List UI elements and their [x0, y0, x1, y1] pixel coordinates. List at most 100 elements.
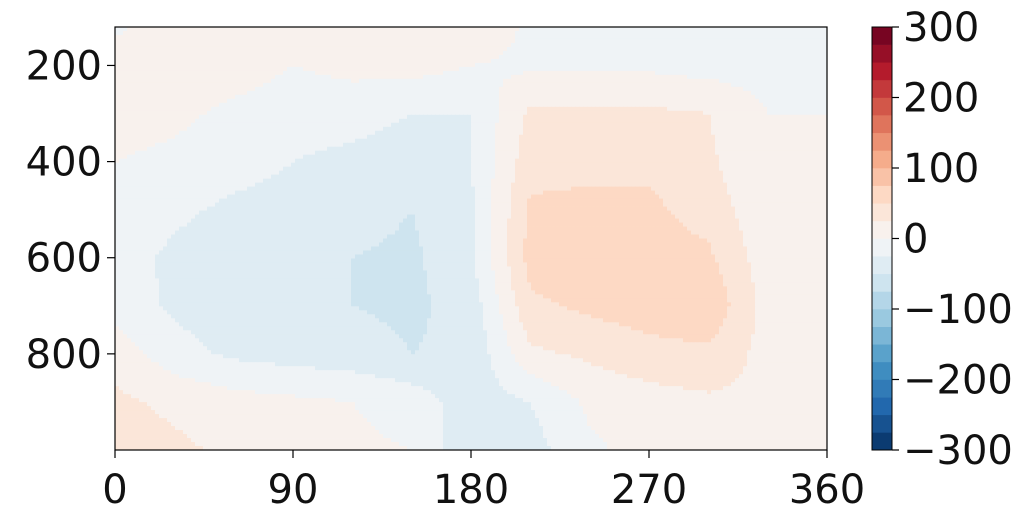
- heatmap-cell: [755, 54, 760, 60]
- heatmap-cell: [703, 86, 708, 92]
- heatmap-cell: [391, 82, 396, 88]
- heatmap-cell: [191, 130, 196, 136]
- heatmap-cell: [575, 110, 580, 116]
- heatmap-cell: [539, 66, 544, 72]
- heatmap-cell: [699, 66, 704, 72]
- heatmap-cell: [695, 130, 700, 136]
- heatmap-cell: [287, 70, 292, 76]
- heatmap-cell: [643, 50, 648, 56]
- heatmap-cell: [475, 118, 480, 124]
- heatmap-cell: [715, 70, 720, 76]
- heatmap-cell: [187, 34, 192, 40]
- heatmap-cell: [487, 42, 492, 48]
- heatmap-cell: [283, 42, 288, 48]
- heatmap-cell: [583, 134, 588, 140]
- heatmap-cell: [323, 74, 328, 80]
- heatmap-cell: [275, 74, 280, 80]
- heatmap-cell: [527, 90, 532, 96]
- heatmap-cell: [375, 130, 380, 136]
- heatmap-cell: [267, 134, 272, 140]
- heatmap-cell: [763, 98, 768, 104]
- heatmap-cell: [743, 27, 748, 32]
- heatmap-cell: [775, 66, 780, 72]
- heatmap-cell: [711, 42, 716, 48]
- heatmap-cell: [663, 74, 668, 80]
- heatmap-cell: [459, 114, 464, 120]
- heatmap-cell: [587, 98, 592, 104]
- heatmap-cell: [627, 102, 632, 108]
- heatmap-cell: [459, 42, 464, 48]
- heatmap-cell: [655, 74, 660, 80]
- heatmap-cell: [691, 70, 696, 76]
- heatmap-cell: [691, 78, 696, 84]
- heatmap-cell: [271, 114, 276, 120]
- heatmap-cell: [215, 46, 220, 52]
- heatmap-cell: [115, 122, 120, 128]
- heatmap-cell: [683, 134, 688, 140]
- heatmap-cell: [211, 42, 216, 48]
- heatmap-cell: [643, 27, 648, 32]
- heatmap-cell: [631, 58, 636, 64]
- heatmap-cell: [607, 82, 612, 88]
- heatmap-cell: [219, 66, 224, 72]
- heatmap-cell: [507, 46, 512, 52]
- heatmap-cell: [791, 122, 796, 128]
- heatmap-cell: [523, 86, 528, 92]
- heatmap-cell: [787, 82, 792, 88]
- heatmap-cell: [279, 42, 284, 48]
- heatmap-cell: [475, 34, 480, 40]
- heatmap-cell: [531, 90, 536, 96]
- heatmap-cell: [675, 126, 680, 132]
- heatmap-cell: [395, 46, 400, 52]
- heatmap-cell: [619, 130, 624, 136]
- heatmap-cell: [799, 27, 804, 32]
- heatmap-cell: [407, 102, 412, 108]
- heatmap-cell: [399, 122, 404, 128]
- heatmap-cell: [607, 78, 612, 84]
- heatmap-cell: [575, 114, 580, 120]
- heatmap-cell: [547, 122, 552, 128]
- heatmap-cell: [563, 42, 568, 48]
- heatmap-cell: [795, 82, 800, 88]
- heatmap-cell: [567, 126, 572, 132]
- heatmap-cell: [227, 106, 232, 112]
- heatmap-cell: [311, 110, 316, 116]
- heatmap-cell: [439, 46, 444, 52]
- heatmap-cell: [771, 30, 776, 36]
- heatmap-cell: [815, 134, 820, 140]
- heatmap-cell: [315, 102, 320, 108]
- heatmap-cell: [271, 34, 276, 40]
- heatmap-cell: [411, 30, 416, 36]
- heatmap-cell: [811, 134, 816, 140]
- heatmap-cell: [299, 27, 304, 32]
- heatmap-cell: [231, 27, 236, 32]
- heatmap-cell: [567, 86, 572, 92]
- heatmap-cell: [403, 34, 408, 40]
- heatmap-cell: [807, 46, 812, 52]
- heatmap-cell: [427, 46, 432, 52]
- heatmap-cell: [795, 106, 800, 112]
- heatmap-cell: [507, 90, 512, 96]
- heatmap-cell: [335, 58, 340, 64]
- heatmap-cell: [363, 134, 368, 140]
- heatmap-cell: [579, 106, 584, 112]
- heatmap-cell: [495, 110, 500, 116]
- heatmap-cell: [419, 106, 424, 112]
- heatmap-cell: [327, 126, 332, 132]
- heatmap-cell: [767, 126, 772, 132]
- heatmap-cell: [311, 114, 316, 120]
- heatmap-cell: [731, 82, 736, 88]
- heatmap-cell: [267, 70, 272, 76]
- heatmap-cell: [823, 70, 828, 76]
- heatmap-cell: [671, 58, 676, 64]
- heatmap-cell: [295, 106, 300, 112]
- heatmap-cell: [739, 114, 744, 120]
- heatmap-cell: [691, 62, 696, 68]
- heatmap-cell: [399, 102, 404, 108]
- heatmap-cell: [167, 90, 172, 96]
- heatmap-cell: [143, 126, 148, 132]
- heatmap-cell: [479, 102, 484, 108]
- heatmap-cell: [651, 42, 656, 48]
- heatmap-cell: [771, 90, 776, 96]
- heatmap-cell: [223, 78, 228, 84]
